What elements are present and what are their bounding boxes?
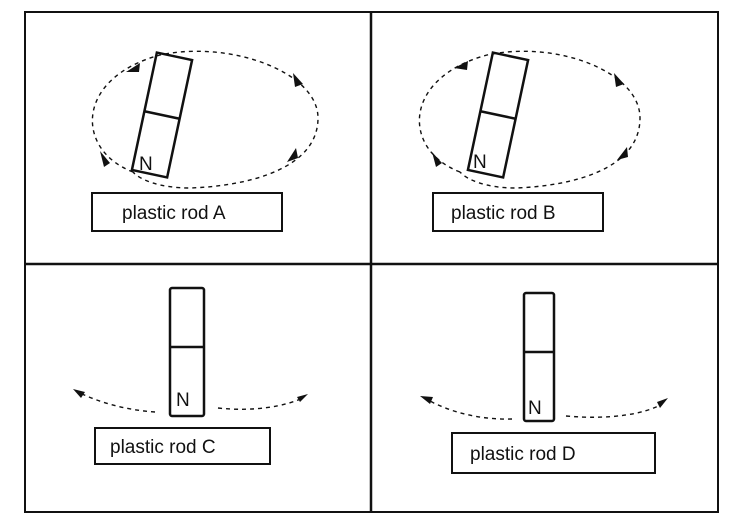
field-arrow-b-1	[454, 61, 468, 70]
bar-magnet-a	[130, 51, 194, 179]
field-arrow-d-left	[420, 396, 433, 404]
pole-label-a: N	[139, 154, 153, 175]
field-arrow-d-right	[657, 398, 668, 408]
panel-d: N plastic rod D	[420, 291, 668, 474]
field-loop-a	[91, 50, 319, 189]
field-arrow-a-2	[293, 73, 303, 87]
field-arc-d-right	[565, 403, 663, 418]
field-arrow-a-4	[287, 148, 298, 162]
field-arrow-b-3	[432, 152, 442, 167]
bar-magnet-c	[168, 286, 206, 418]
field-arrow-c-left	[73, 389, 85, 398]
field-arrow-b-4	[617, 147, 628, 160]
field-arc-c-left	[77, 391, 156, 413]
rod-label-a: plastic rod A	[122, 203, 226, 224]
field-arrow-a-3	[100, 151, 110, 167]
panel-a: N plastic rod A	[91, 50, 319, 232]
panel-b: N plastic rod B	[418, 50, 641, 232]
bar-magnet-d	[522, 291, 556, 423]
rod-d	[451, 432, 656, 474]
pole-label-b: N	[473, 152, 487, 173]
field-arc-c-right	[217, 397, 304, 410]
rod-label-d: plastic rod D	[470, 444, 576, 465]
panel-c: N plastic rod C	[73, 286, 308, 465]
pole-label-d: N	[528, 398, 542, 419]
field-arrow-c-right	[297, 394, 308, 402]
rod-c	[94, 427, 271, 465]
rod-label-c: plastic rod C	[110, 437, 216, 458]
bar-magnet-b	[466, 51, 530, 179]
field-arrow-a-1	[126, 63, 140, 72]
rod-b	[432, 192, 604, 232]
field-arc-d-left	[427, 399, 513, 420]
rod-label-b: plastic rod B	[451, 203, 556, 224]
field-arrow-b-2	[614, 73, 624, 87]
pole-label-c: N	[176, 390, 190, 411]
rod-a	[91, 192, 283, 232]
field-loop-b	[418, 50, 641, 189]
